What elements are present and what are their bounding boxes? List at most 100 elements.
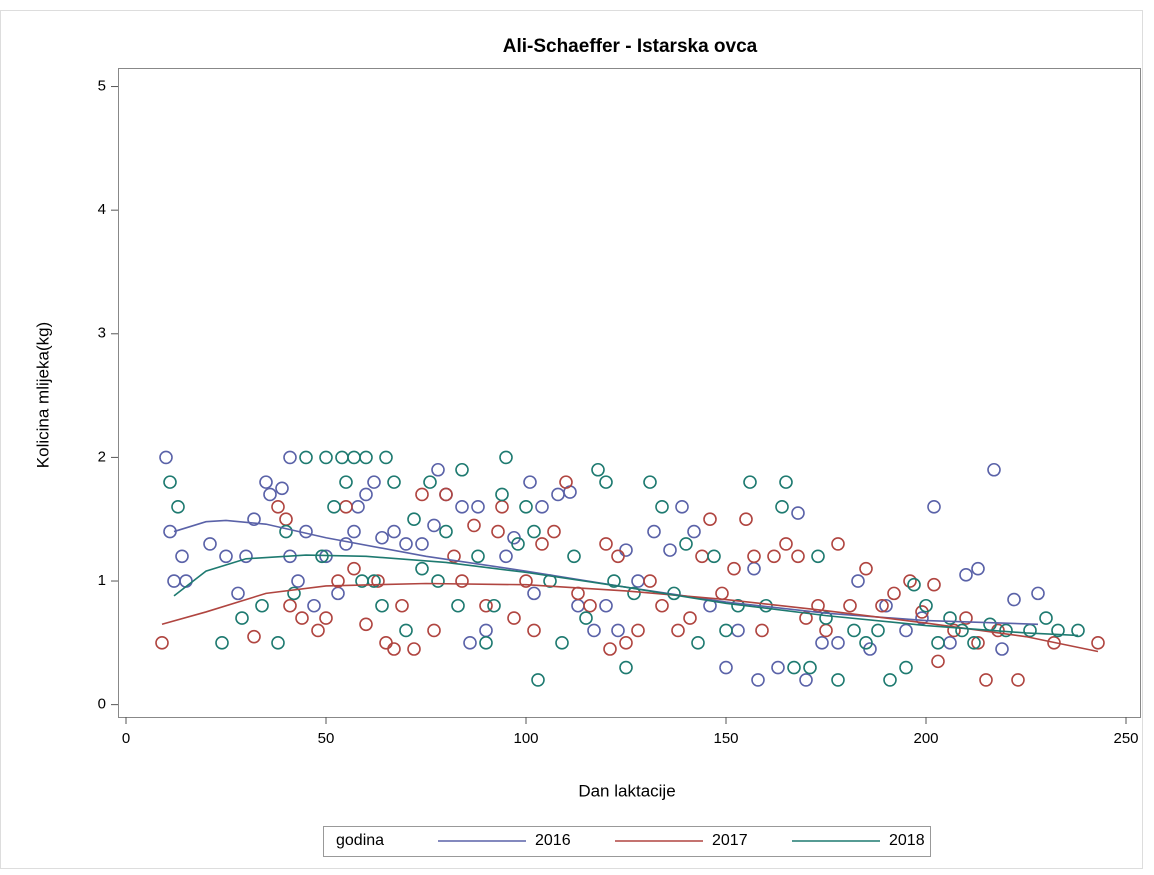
point: [339, 475, 353, 489]
point: [655, 500, 669, 514]
point: [415, 561, 429, 576]
point: [907, 577, 921, 592]
legend-label: 2016: [535, 832, 571, 849]
point: [547, 524, 561, 539]
point: [287, 586, 301, 601]
point: [779, 537, 793, 551]
point: [743, 475, 757, 489]
point: [263, 487, 277, 502]
point: [875, 598, 889, 613]
point: [903, 574, 917, 588]
point: [727, 561, 741, 576]
point: [611, 549, 625, 564]
point: [275, 481, 289, 496]
point: [507, 611, 521, 625]
point: [351, 500, 365, 514]
point: [387, 642, 401, 656]
point: [747, 549, 761, 564]
point: [347, 524, 361, 539]
point: [831, 537, 845, 551]
point: [455, 462, 469, 477]
point: [427, 518, 441, 533]
point: [163, 475, 177, 489]
point: [571, 586, 585, 601]
point: [611, 623, 625, 638]
point: [731, 623, 745, 638]
point: [479, 598, 493, 613]
point: [1091, 636, 1105, 650]
point: [295, 611, 309, 625]
point: [247, 512, 261, 527]
point: [627, 586, 641, 601]
point: [755, 623, 769, 638]
point: [271, 636, 285, 650]
point: [883, 673, 897, 687]
point: [447, 549, 461, 564]
point: [491, 524, 505, 539]
point: [831, 673, 845, 687]
point: [1007, 592, 1021, 607]
point: [899, 623, 913, 638]
legend-label: 2018: [889, 832, 925, 849]
point: [347, 561, 361, 576]
point: [407, 512, 421, 527]
point: [331, 574, 345, 588]
point: [367, 574, 381, 588]
point: [943, 636, 957, 650]
point: [559, 475, 573, 489]
point: [579, 611, 593, 625]
point: [887, 586, 901, 601]
point: [815, 636, 829, 650]
point: [791, 506, 805, 520]
point: [407, 642, 421, 656]
point: [971, 561, 985, 576]
point: [311, 623, 325, 638]
point: [279, 512, 293, 527]
point: [751, 673, 765, 687]
point: [787, 660, 801, 675]
point: [527, 623, 541, 638]
point: [1047, 636, 1061, 650]
point: [471, 500, 485, 514]
point: [479, 636, 493, 650]
point: [1071, 623, 1085, 638]
point: [811, 549, 825, 564]
point: [555, 636, 569, 650]
plot-area: [118, 68, 1141, 718]
point: [607, 574, 621, 588]
point: [719, 623, 733, 638]
point: [591, 462, 605, 477]
point: [871, 623, 885, 638]
point: [819, 623, 833, 638]
legend-title: godina: [336, 832, 384, 849]
point: [375, 598, 389, 613]
point: [679, 537, 693, 551]
y-tick-label: 2: [98, 448, 106, 465]
point: [259, 475, 273, 489]
point: [843, 598, 857, 613]
x-tick-label: 0: [122, 730, 130, 747]
point: [943, 611, 957, 625]
point: [331, 586, 345, 601]
point: [631, 574, 645, 588]
point: [599, 537, 613, 551]
point: [203, 537, 217, 551]
point: [687, 524, 701, 539]
y-tick-label: 5: [98, 78, 106, 95]
point: [215, 636, 229, 650]
point: [535, 537, 549, 551]
point: [171, 500, 185, 514]
point: [347, 450, 361, 465]
point: [791, 549, 805, 564]
point: [919, 598, 933, 613]
point: [395, 598, 409, 613]
point: [803, 660, 817, 675]
point: [439, 487, 453, 502]
point: [519, 500, 533, 514]
point: [387, 475, 401, 489]
point: [519, 574, 533, 588]
point: [427, 623, 441, 638]
point: [387, 524, 401, 539]
point: [307, 598, 321, 613]
x-tick-label: 50: [318, 730, 335, 747]
